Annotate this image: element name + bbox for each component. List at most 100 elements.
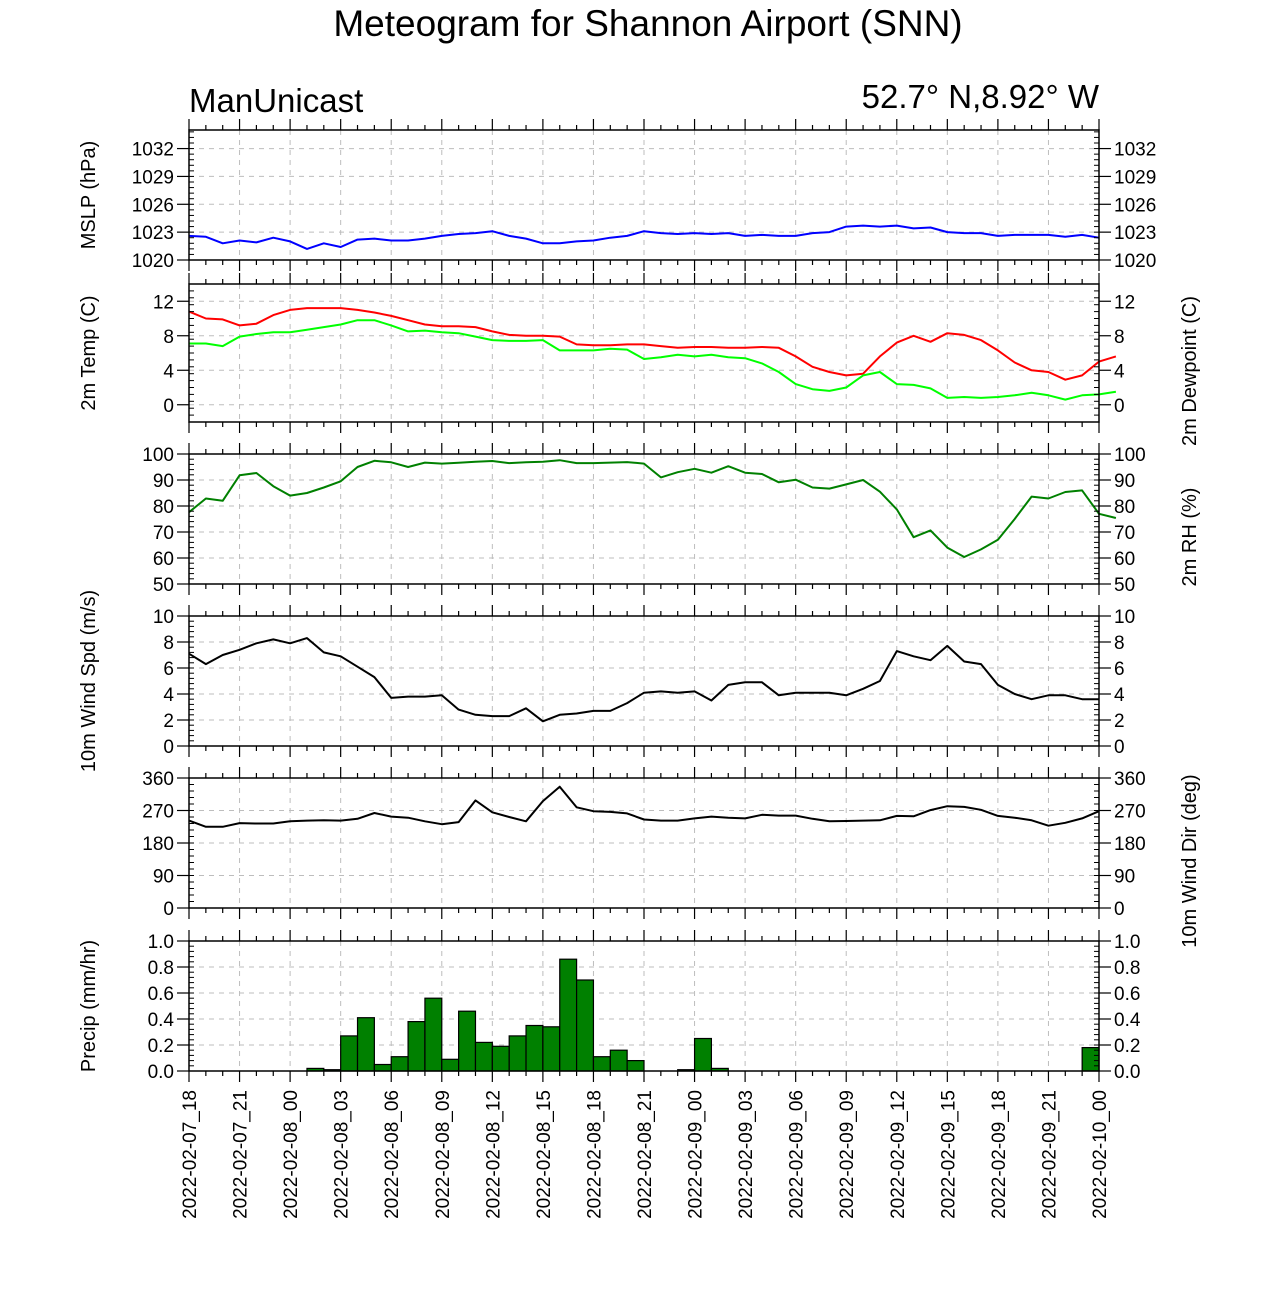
time-label: 2022-02-08_06 [382, 1090, 403, 1219]
series-line [189, 319, 1117, 401]
y-tick-label-right: 0 [1114, 396, 1125, 417]
y-tick-label-right: 1.0 [1114, 932, 1140, 953]
series-line [188, 785, 1100, 828]
y-tick-label-right: 60 [1114, 549, 1135, 570]
time-label: 2022-02-09_06 [787, 1090, 808, 1219]
y-tick-label: 8 [163, 633, 174, 654]
panel-0: 1020 1020 1023 1023 1026 1026 1029 1029 1032 1032… [78, 119, 1156, 272]
time-label: 2022-02-09_15 [938, 1090, 959, 1219]
y-tick-label-right: 90 [1114, 867, 1135, 888]
y-tick-label-right: 50 [1114, 575, 1135, 596]
y-tick-label: 70 [153, 523, 174, 544]
precip-bar [407, 1020, 426, 1072]
panel-4: 0 0 90 90 180 180 270 270 360 360 10m Wind Dir (de… [142, 767, 1201, 948]
y-tick-label: 1.0 [148, 932, 174, 953]
y-tick-label-right: 0 [1114, 899, 1125, 920]
y-tick-label-right: 90 [1114, 471, 1135, 492]
y-tick-label-right: 0.0 [1114, 1062, 1140, 1083]
y-tick-label: 50 [153, 575, 174, 596]
y-tick-label: 0.0 [148, 1062, 174, 1083]
time-label: 2022-02-07_18 [180, 1090, 201, 1219]
time-label: 2022-02-07_21 [231, 1090, 252, 1219]
y-tick-label: 8 [163, 327, 174, 348]
precip-bar [575, 979, 595, 1072]
precip-bar [356, 1017, 375, 1072]
y-axis-label-right: 2m Dewpoint (C) [1179, 296, 1201, 446]
precip-bar [424, 997, 443, 1072]
y-tick-label: 6 [163, 659, 174, 680]
y-tick-label-right: 180 [1114, 834, 1146, 855]
precip-bar [592, 1056, 611, 1072]
time-label: 2022-02-09_09 [837, 1090, 858, 1219]
panel-1: 0 0 4 4 8 8 12 12 2m Temp (C) 2m Dewpoint (C) [78, 273, 1201, 446]
y-tick-label: 360 [142, 769, 174, 790]
panel-5: 0.0 0.0 0.2 0.2 0.4 0.4 0.6 0.6 0.8 0.8 1.0 1.0 Prec… [78, 930, 1141, 1083]
y-tick-label: 0.6 [148, 984, 174, 1005]
y-tick-label-right: 6 [1114, 659, 1125, 680]
y-tick-label-right: 0.4 [1114, 1010, 1141, 1031]
y-tick-label-right: 0.6 [1114, 984, 1140, 1005]
time-label: 2022-02-08_12 [483, 1090, 504, 1219]
precip-bar [508, 1035, 527, 1072]
precip-bar [559, 958, 578, 1072]
y-tick-label: 0 [163, 899, 174, 920]
y-tick-label: 90 [153, 867, 174, 888]
y-tick-label: 1026 [132, 195, 174, 216]
y-tick-label-right: 8 [1114, 633, 1125, 654]
time-label: 2022-02-09_00 [686, 1090, 707, 1219]
y-tick-label: 0.2 [148, 1036, 174, 1057]
y-tick-label: 2 [163, 711, 174, 732]
y-axis-label: MSLP (hPa) [78, 141, 100, 250]
y-tick-label-right: 0.2 [1114, 1036, 1140, 1057]
y-axis-label: 2m Temp (C) [78, 295, 100, 410]
time-label: 2022-02-09_03 [736, 1090, 757, 1219]
y-tick-label-right: 2 [1114, 711, 1125, 732]
y-tick-label-right: 0.8 [1114, 958, 1140, 979]
precip-bar [441, 1058, 460, 1072]
y-tick-label-right: 1029 [1114, 167, 1156, 188]
y-tick-label: 0 [163, 737, 174, 758]
y-tick-label: 0.8 [148, 958, 174, 979]
y-tick-label-right: 10 [1114, 607, 1135, 628]
y-tick-label-right: 1032 [1114, 140, 1156, 161]
y-tick-label-right: 4 [1114, 361, 1125, 382]
precip-bar [340, 1035, 359, 1072]
time-label: 2022-02-08_18 [584, 1090, 605, 1219]
precip-bar [626, 1059, 645, 1072]
y-axis-label: Precip (mm/hr) [78, 940, 100, 1072]
y-tick-label-right: 100 [1114, 445, 1146, 466]
y-tick-label: 100 [142, 445, 174, 466]
y-tick-label: 10 [153, 607, 174, 628]
y-tick-label: 4 [163, 685, 174, 706]
y-tick-label-right: 270 [1114, 802, 1146, 823]
precip-bar [373, 1063, 392, 1072]
time-axis: 2022-02-07_18 2022-02-07_21 2022-02-08_00 2… [180, 1090, 1111, 1219]
precip-bar [609, 1049, 628, 1072]
y-axis-label: 10m Wind Spd (m/s) [78, 590, 100, 772]
series-line [188, 459, 1117, 558]
y-tick-label-right: 80 [1114, 497, 1135, 518]
precip-bar [1081, 1046, 1100, 1072]
y-tick-label: 90 [153, 471, 174, 492]
y-tick-label-right: 1023 [1114, 223, 1156, 244]
series-line [188, 637, 1099, 723]
y-tick-label: 4 [163, 361, 174, 382]
y-tick-label-right: 70 [1114, 523, 1135, 544]
time-label: 2022-02-09_12 [888, 1090, 909, 1219]
y-tick-label-right: 8 [1114, 327, 1125, 348]
time-label: 2022-02-08_00 [281, 1090, 302, 1219]
y-tick-label: 180 [142, 834, 174, 855]
time-label: 2022-02-10_00 [1090, 1090, 1111, 1219]
location-label: 52.7° N,8.92° W [862, 78, 1100, 115]
y-tick-label-right: 1020 [1114, 251, 1156, 272]
time-label: 2022-02-08_09 [433, 1090, 454, 1219]
time-label: 2022-02-08_21 [635, 1090, 656, 1219]
precip-bar [491, 1045, 510, 1072]
panel-2: 50 50 60 60 70 70 80 80 90 90 100 100 2m RH (%) [142, 443, 1201, 596]
y-tick-label: 0.4 [148, 1010, 175, 1031]
y-tick-label-right: 1026 [1114, 195, 1156, 216]
y-tick-label: 1023 [132, 223, 174, 244]
y-axis-label-right: 2m RH (%) [1179, 488, 1201, 587]
